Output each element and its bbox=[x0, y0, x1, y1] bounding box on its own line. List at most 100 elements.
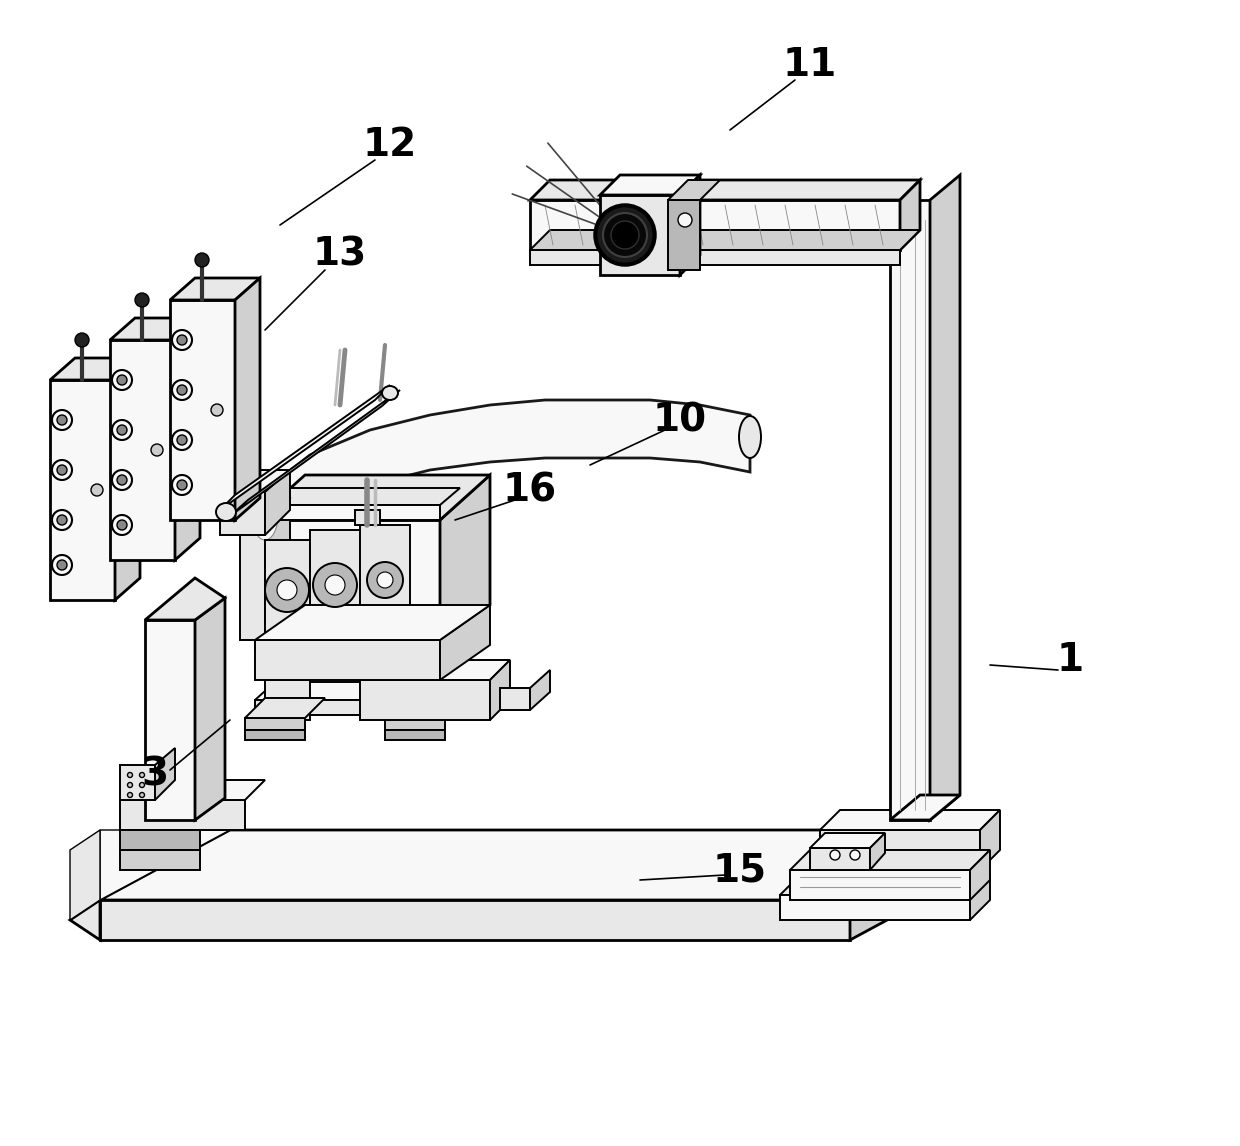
Polygon shape bbox=[250, 505, 440, 520]
Polygon shape bbox=[310, 529, 360, 639]
Circle shape bbox=[117, 425, 126, 435]
Circle shape bbox=[172, 474, 192, 495]
Circle shape bbox=[277, 580, 298, 601]
Polygon shape bbox=[241, 478, 290, 520]
Circle shape bbox=[117, 520, 126, 529]
Polygon shape bbox=[900, 180, 920, 250]
Polygon shape bbox=[219, 385, 391, 510]
Polygon shape bbox=[820, 830, 980, 870]
Polygon shape bbox=[170, 278, 260, 300]
Circle shape bbox=[57, 415, 67, 425]
Circle shape bbox=[57, 465, 67, 474]
Polygon shape bbox=[170, 300, 236, 520]
Polygon shape bbox=[529, 670, 551, 711]
Polygon shape bbox=[120, 780, 265, 800]
Circle shape bbox=[112, 370, 131, 390]
Polygon shape bbox=[440, 605, 490, 680]
Polygon shape bbox=[820, 810, 999, 830]
Circle shape bbox=[377, 572, 393, 588]
Polygon shape bbox=[355, 510, 379, 525]
Polygon shape bbox=[890, 795, 960, 821]
Circle shape bbox=[830, 850, 839, 860]
Polygon shape bbox=[384, 719, 445, 730]
Circle shape bbox=[128, 772, 133, 777]
Circle shape bbox=[265, 568, 309, 612]
Ellipse shape bbox=[246, 480, 284, 550]
Polygon shape bbox=[600, 195, 680, 275]
Polygon shape bbox=[790, 870, 970, 900]
Polygon shape bbox=[236, 278, 260, 520]
Ellipse shape bbox=[252, 490, 278, 540]
Polygon shape bbox=[120, 830, 200, 850]
Polygon shape bbox=[680, 175, 701, 275]
Circle shape bbox=[52, 410, 72, 430]
Polygon shape bbox=[246, 719, 305, 730]
Polygon shape bbox=[529, 250, 900, 265]
Ellipse shape bbox=[382, 386, 398, 400]
Polygon shape bbox=[265, 499, 290, 639]
Polygon shape bbox=[255, 474, 490, 520]
Polygon shape bbox=[265, 680, 310, 720]
Circle shape bbox=[177, 335, 187, 345]
Polygon shape bbox=[529, 230, 920, 250]
Polygon shape bbox=[265, 540, 310, 639]
Polygon shape bbox=[780, 876, 990, 895]
Circle shape bbox=[367, 562, 403, 598]
Circle shape bbox=[91, 484, 103, 496]
Polygon shape bbox=[668, 201, 701, 270]
Polygon shape bbox=[255, 639, 440, 680]
Polygon shape bbox=[529, 180, 920, 201]
Circle shape bbox=[139, 793, 145, 798]
Circle shape bbox=[195, 253, 210, 267]
Circle shape bbox=[172, 330, 192, 350]
Polygon shape bbox=[155, 748, 175, 800]
Polygon shape bbox=[500, 688, 529, 711]
Polygon shape bbox=[255, 605, 490, 639]
Circle shape bbox=[177, 435, 187, 445]
Polygon shape bbox=[100, 900, 849, 940]
Polygon shape bbox=[115, 358, 140, 601]
Circle shape bbox=[74, 333, 89, 347]
Circle shape bbox=[139, 783, 145, 787]
Circle shape bbox=[325, 575, 345, 595]
Circle shape bbox=[849, 850, 861, 860]
Polygon shape bbox=[69, 900, 100, 940]
Circle shape bbox=[52, 555, 72, 575]
Circle shape bbox=[177, 385, 187, 395]
Polygon shape bbox=[255, 682, 460, 700]
Polygon shape bbox=[250, 488, 460, 505]
Circle shape bbox=[312, 563, 357, 607]
Polygon shape bbox=[50, 358, 140, 380]
Circle shape bbox=[172, 380, 192, 400]
Polygon shape bbox=[110, 317, 200, 340]
Polygon shape bbox=[440, 474, 490, 650]
Polygon shape bbox=[110, 340, 175, 560]
Polygon shape bbox=[970, 876, 990, 920]
Polygon shape bbox=[50, 380, 115, 601]
Ellipse shape bbox=[739, 416, 761, 458]
Polygon shape bbox=[255, 520, 440, 650]
Circle shape bbox=[112, 419, 131, 440]
Circle shape bbox=[112, 470, 131, 490]
Circle shape bbox=[151, 444, 162, 456]
Polygon shape bbox=[810, 848, 870, 870]
Text: 3: 3 bbox=[141, 756, 169, 794]
Polygon shape bbox=[229, 390, 401, 516]
Polygon shape bbox=[930, 175, 960, 821]
Polygon shape bbox=[195, 598, 224, 821]
Ellipse shape bbox=[216, 503, 236, 521]
Polygon shape bbox=[970, 850, 990, 900]
Circle shape bbox=[52, 460, 72, 480]
Polygon shape bbox=[255, 700, 440, 715]
Polygon shape bbox=[780, 895, 970, 920]
Polygon shape bbox=[145, 578, 224, 620]
Circle shape bbox=[52, 510, 72, 529]
Polygon shape bbox=[384, 730, 445, 740]
Polygon shape bbox=[120, 800, 246, 830]
Polygon shape bbox=[490, 660, 510, 720]
Circle shape bbox=[135, 293, 149, 307]
Text: 15: 15 bbox=[713, 851, 768, 889]
Circle shape bbox=[57, 515, 67, 525]
Circle shape bbox=[57, 560, 67, 570]
Ellipse shape bbox=[611, 221, 639, 249]
